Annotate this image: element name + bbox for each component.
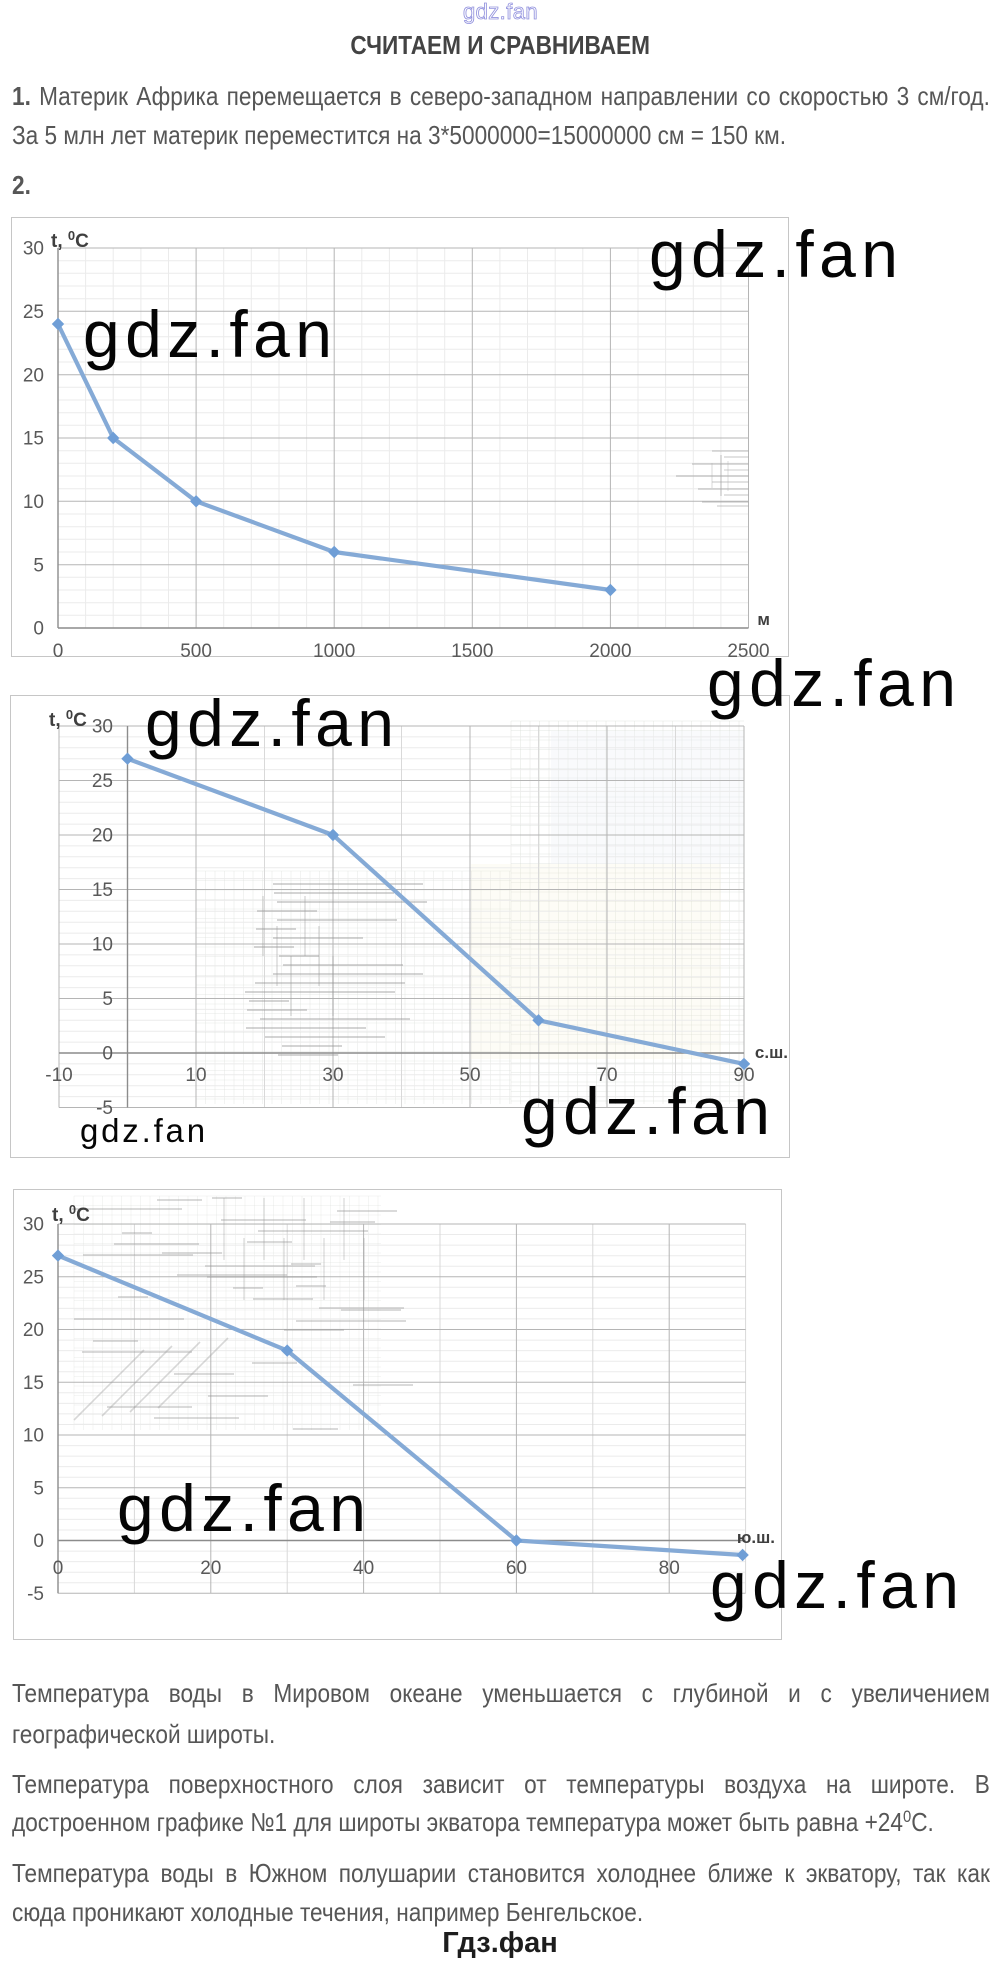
svg-text:90: 90	[733, 1065, 754, 1086]
svg-text:30: 30	[322, 1065, 343, 1086]
svg-text:30: 30	[92, 717, 113, 738]
svg-text:10: 10	[185, 1065, 206, 1086]
svg-text:10: 10	[92, 935, 113, 956]
svg-text:5: 5	[102, 989, 113, 1010]
svg-text:20: 20	[23, 1320, 44, 1341]
svg-text:1000: 1000	[313, 641, 355, 662]
svg-text:30: 30	[23, 1215, 44, 1236]
svg-text:2500: 2500	[727, 641, 769, 662]
svg-text:30: 30	[23, 239, 44, 260]
svg-text:1500: 1500	[451, 641, 493, 662]
svg-text:t, 0С: t, 0С	[49, 707, 87, 731]
svg-text:500: 500	[180, 641, 212, 662]
svg-text:50: 50	[459, 1065, 480, 1086]
svg-text:-5: -5	[27, 1584, 44, 1605]
svg-text:80: 80	[659, 1558, 680, 1579]
svg-text:t, 0С: t, 0С	[52, 1202, 90, 1226]
svg-text:м: м	[757, 610, 770, 629]
svg-text:-10: -10	[45, 1065, 72, 1086]
svg-text:60: 60	[506, 1558, 527, 1579]
svg-text:40: 40	[353, 1558, 374, 1579]
svg-text:t, 0С: t, 0С	[51, 228, 89, 252]
svg-text:15: 15	[92, 880, 113, 901]
svg-text:70: 70	[596, 1065, 617, 1086]
svg-text:20: 20	[200, 1558, 221, 1579]
svg-text:2000: 2000	[589, 641, 631, 662]
svg-text:10: 10	[23, 492, 44, 513]
svg-text:0: 0	[53, 1558, 64, 1579]
svg-text:5: 5	[33, 555, 44, 576]
svg-text:20: 20	[23, 365, 44, 386]
svg-text:-5: -5	[96, 1098, 113, 1119]
svg-text:0: 0	[53, 641, 64, 662]
svg-text:25: 25	[23, 302, 44, 323]
svg-text:ю.ш.: ю.ш.	[737, 1528, 775, 1547]
svg-text:0: 0	[33, 1531, 44, 1552]
svg-text:15: 15	[23, 429, 44, 450]
svg-text:5: 5	[33, 1478, 44, 1499]
svg-text:10: 10	[23, 1426, 44, 1447]
svg-text:0: 0	[102, 1044, 113, 1065]
svg-text:с.ш.: с.ш.	[755, 1043, 788, 1062]
svg-text:15: 15	[23, 1373, 44, 1394]
svg-text:25: 25	[23, 1267, 44, 1288]
svg-text:25: 25	[92, 771, 113, 792]
svg-text:20: 20	[92, 826, 113, 847]
svg-text:0: 0	[33, 619, 44, 640]
